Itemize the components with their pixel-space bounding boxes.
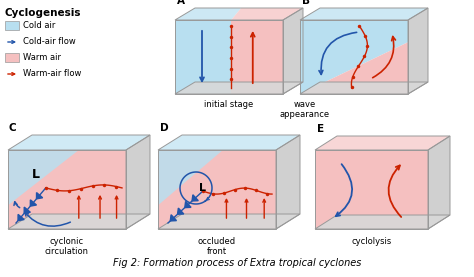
Text: Warm air: Warm air	[23, 53, 61, 63]
Text: cyclolysis: cyclolysis	[351, 237, 392, 246]
Text: L: L	[199, 183, 206, 193]
Polygon shape	[300, 8, 428, 20]
Text: wave
appearance: wave appearance	[280, 100, 330, 119]
Text: initial stage: initial stage	[204, 100, 254, 109]
Polygon shape	[315, 150, 428, 229]
Polygon shape	[428, 136, 450, 229]
Polygon shape	[300, 82, 428, 94]
Polygon shape	[276, 135, 300, 229]
Text: Cyclogenesis: Cyclogenesis	[5, 8, 82, 18]
Polygon shape	[283, 8, 303, 94]
Text: B: B	[302, 0, 310, 6]
Polygon shape	[158, 214, 300, 229]
Polygon shape	[158, 150, 223, 205]
Polygon shape	[175, 8, 241, 20]
Text: E: E	[317, 124, 324, 134]
Text: Cold-air flow: Cold-air flow	[23, 37, 76, 47]
Polygon shape	[175, 82, 303, 94]
Polygon shape	[36, 193, 43, 199]
Text: D: D	[160, 123, 169, 133]
Text: Warm-air flow: Warm-air flow	[23, 70, 82, 78]
Polygon shape	[158, 150, 276, 229]
Polygon shape	[175, 20, 231, 94]
Polygon shape	[185, 201, 191, 208]
Polygon shape	[170, 215, 176, 221]
Polygon shape	[126, 135, 150, 229]
Text: Fig 2: Formation process of Extra tropical cyclones: Fig 2: Formation process of Extra tropic…	[113, 258, 361, 268]
Polygon shape	[18, 214, 24, 220]
Polygon shape	[30, 200, 36, 206]
FancyBboxPatch shape	[5, 53, 19, 62]
Text: occluded
front: occluded front	[198, 237, 236, 257]
Text: Cold air: Cold air	[23, 22, 55, 30]
Text: A: A	[177, 0, 185, 6]
Polygon shape	[300, 20, 408, 94]
Polygon shape	[315, 215, 450, 229]
Polygon shape	[300, 20, 408, 94]
Polygon shape	[158, 135, 300, 150]
Polygon shape	[192, 195, 198, 201]
Text: C: C	[9, 123, 17, 133]
Polygon shape	[408, 8, 428, 94]
Polygon shape	[231, 8, 303, 20]
Text: cyclonic
circulation: cyclonic circulation	[45, 237, 89, 257]
Polygon shape	[315, 136, 450, 150]
FancyBboxPatch shape	[5, 21, 19, 30]
Polygon shape	[8, 135, 150, 150]
Polygon shape	[8, 150, 79, 205]
Polygon shape	[8, 150, 126, 229]
Polygon shape	[24, 207, 30, 213]
Text: L: L	[32, 168, 40, 181]
Polygon shape	[178, 208, 184, 214]
Polygon shape	[231, 20, 283, 94]
Polygon shape	[8, 214, 150, 229]
